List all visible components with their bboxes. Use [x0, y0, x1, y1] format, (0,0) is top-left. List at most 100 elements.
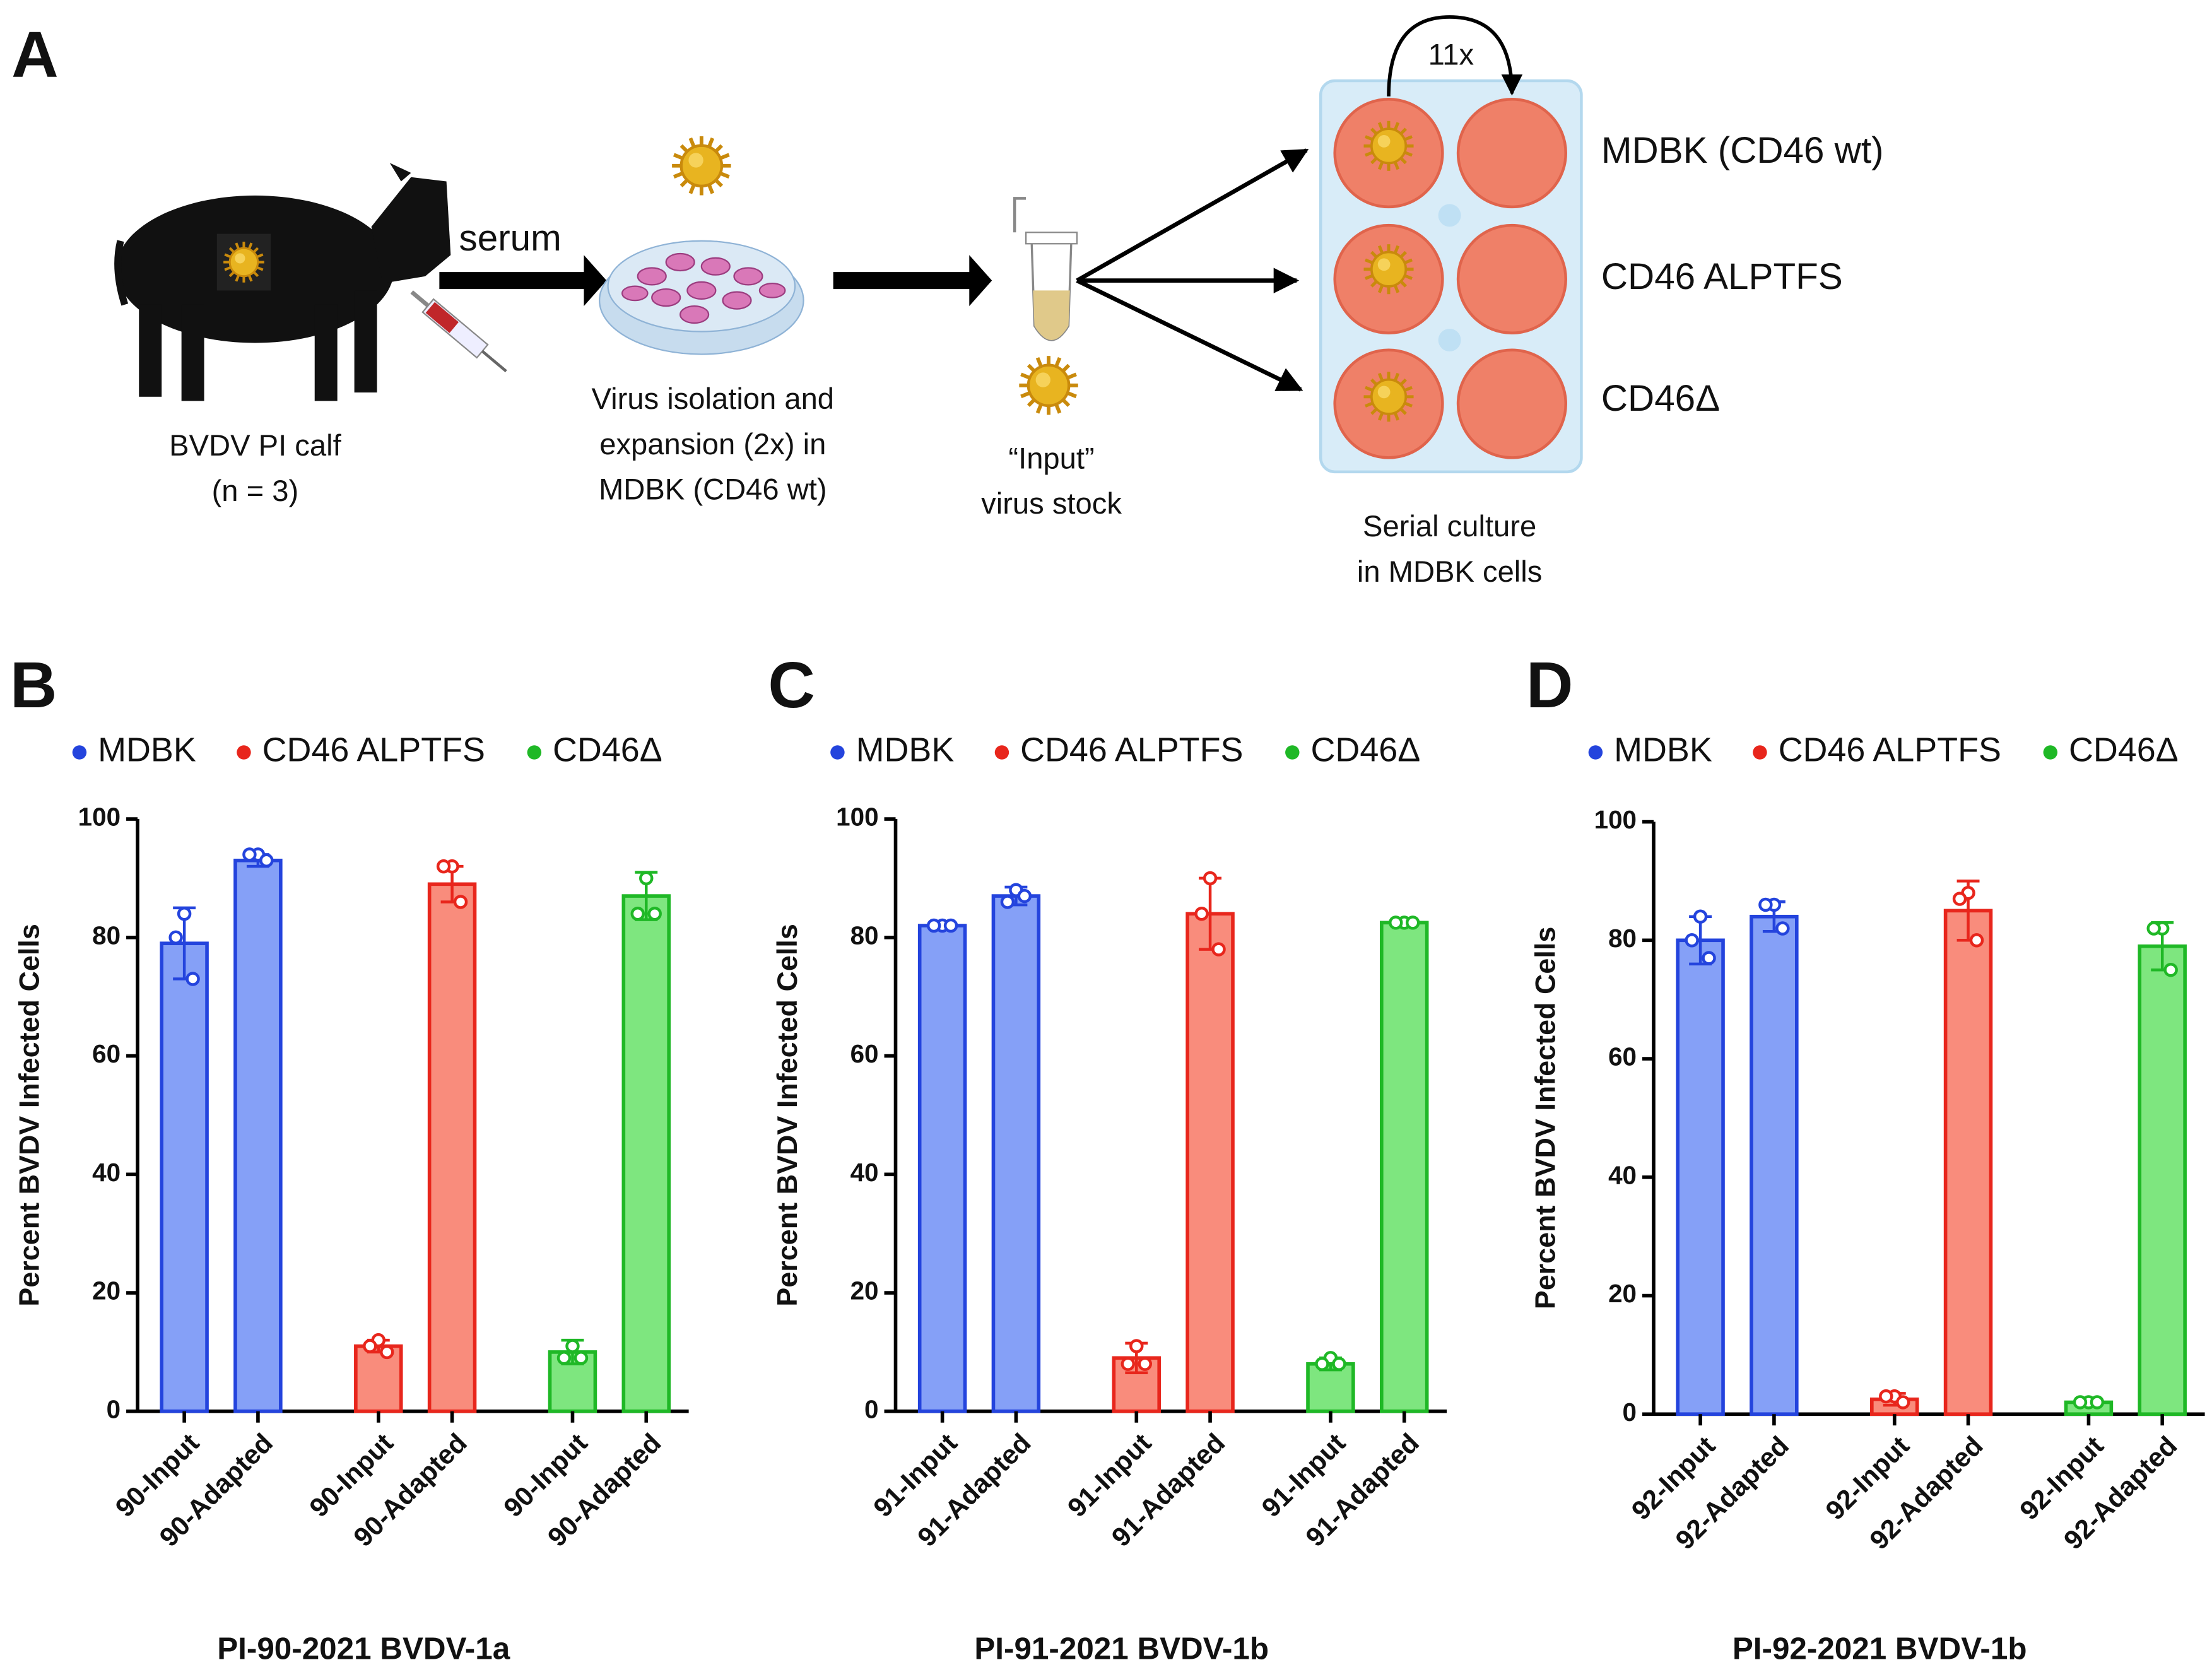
calf-label: (n = 3)	[212, 474, 299, 507]
chart-title: PI-92-2021 BVDV-1b	[1733, 1631, 2027, 1666]
data-point	[1952, 892, 1967, 906]
bar	[1943, 909, 1993, 1416]
bar	[621, 894, 671, 1413]
petri-dish	[599, 136, 804, 355]
legend-marker	[1588, 745, 1603, 760]
arrow-head	[969, 255, 992, 307]
isolation-label: expansion (2x) in	[599, 427, 826, 461]
passages-label: 11x	[1428, 37, 1474, 71]
panel-label: D	[1526, 648, 1574, 721]
data-point	[436, 859, 451, 874]
chart-title: PI-90-2021 BVDV-1a	[217, 1631, 510, 1666]
data-point	[556, 1351, 572, 1365]
arrow	[1076, 278, 1303, 392]
legend-marker	[1285, 745, 1300, 760]
culture-label: in MDBK cells	[1357, 555, 1542, 588]
bar	[160, 941, 209, 1413]
y-tick-label: 100	[78, 803, 121, 832]
data-point	[1405, 915, 1420, 930]
y-tick-label: 20	[1608, 1279, 1637, 1308]
y-tick-label: 100	[836, 803, 878, 832]
bar	[1750, 914, 1799, 1416]
y-axis-label: Percent BVDV Infected Cells	[771, 924, 803, 1306]
stock-label: virus stock	[981, 486, 1122, 520]
data-point	[2146, 921, 2161, 936]
legend-label: CD46 ALPTFS	[1020, 731, 1243, 769]
cell-line-label: CD46Δ	[1601, 378, 1720, 419]
data-point	[2090, 1395, 2105, 1410]
legend-label: CD46 ALPTFS	[262, 731, 485, 769]
y-tick-label: 20	[92, 1276, 121, 1305]
y-tick-label: 80	[92, 921, 121, 950]
y-tick-label: 40	[1608, 1160, 1637, 1189]
cell-line-label: MDBK (CD46 wt)	[1601, 130, 1884, 171]
bar	[917, 924, 967, 1413]
bar	[354, 1344, 403, 1413]
isolation-label: Virus isolation and	[592, 382, 834, 415]
data-point	[177, 907, 192, 921]
data-point	[380, 1345, 394, 1360]
y-tick-label: 80	[1608, 924, 1637, 953]
data-point	[943, 918, 958, 933]
data-point	[1121, 1357, 1136, 1371]
data-point	[1203, 871, 1218, 886]
legend-marker	[237, 745, 251, 760]
data-point	[565, 1339, 580, 1353]
y-tick-label: 60	[1608, 1042, 1637, 1071]
data-point	[1879, 1389, 1893, 1404]
data-point	[1315, 1357, 1329, 1371]
y-tick-label: 80	[850, 921, 879, 950]
data-point	[926, 918, 941, 933]
data-point	[1775, 921, 1790, 936]
panel-label: A	[11, 18, 59, 91]
bar	[991, 894, 1041, 1413]
panel-label: B	[10, 648, 57, 721]
data-point	[1332, 1357, 1346, 1371]
legend-label: CD46 ALPTFS	[1779, 731, 2001, 769]
isolation-label: MDBK (CD46 wt)	[599, 473, 827, 506]
y-tick-label: 40	[92, 1158, 121, 1187]
data-point	[1194, 907, 1209, 921]
arrow	[1076, 148, 1309, 283]
data-point	[1702, 951, 1716, 965]
y-tick-label: 40	[850, 1158, 879, 1187]
syringe	[410, 290, 507, 373]
bar	[1185, 912, 1235, 1413]
legend-label: MDBK	[856, 731, 955, 769]
y-axis-label: Percent BVDV Infected Cells	[13, 924, 45, 1306]
data-point	[574, 1351, 589, 1365]
y-tick-label: 0	[1623, 1398, 1637, 1427]
data-point	[1693, 909, 1708, 924]
data-point	[630, 907, 645, 921]
y-tick-label: 60	[850, 1039, 879, 1068]
bar	[427, 882, 477, 1413]
panel-label: C	[768, 648, 815, 721]
data-point	[1896, 1395, 1910, 1410]
arrow-head	[584, 255, 607, 307]
data-point	[2073, 1395, 2088, 1410]
tube	[1013, 197, 1078, 415]
data-point	[1211, 942, 1226, 957]
legend-label: MDBK	[98, 731, 196, 769]
data-point	[363, 1339, 377, 1353]
bar	[2138, 944, 2187, 1416]
data-point	[1017, 888, 1032, 904]
y-tick-label: 100	[1594, 805, 1637, 834]
legend-marker	[527, 745, 542, 760]
legend-label: CD46Δ	[553, 731, 662, 769]
legend-marker	[2043, 745, 2058, 760]
data-point	[1389, 915, 1403, 930]
data-point	[647, 907, 662, 921]
stock-label: “Input”	[1008, 441, 1094, 474]
data-point	[1129, 1339, 1144, 1353]
data-point	[185, 972, 200, 986]
bar	[1676, 938, 1725, 1416]
data-point	[453, 895, 468, 909]
y-axis-label: Percent BVDV Infected Cells	[1529, 927, 1561, 1309]
data-point	[1000, 895, 1015, 909]
legend-marker	[1753, 745, 1767, 760]
y-tick-label: 0	[107, 1394, 121, 1423]
legend-label: CD46Δ	[1311, 731, 1421, 769]
legend-marker	[830, 745, 845, 760]
